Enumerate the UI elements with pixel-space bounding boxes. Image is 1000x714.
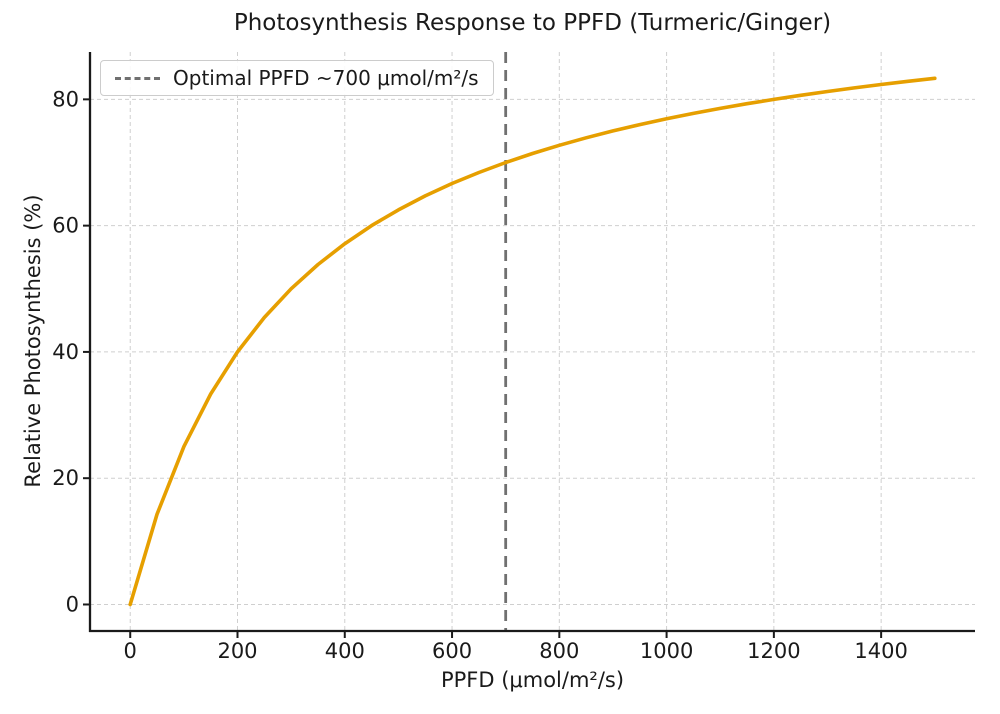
legend-label: Optimal PPFD ~700 μmol/m²/s	[173, 66, 479, 90]
legend: Optimal PPFD ~700 μmol/m²/s	[100, 60, 494, 96]
y-tick-label: 40	[52, 340, 79, 364]
y-axis-label: Relative Photosynthesis (%)	[21, 194, 45, 488]
x-tick-label: 400	[325, 639, 365, 663]
x-tick-label: 600	[432, 639, 472, 663]
series-relative-photosynthesis	[128, 76, 937, 607]
chart-title: Photosynthesis Response to PPFD (Turmeri…	[233, 10, 832, 36]
y-tick-label: 60	[52, 214, 79, 238]
x-tick-label: 800	[539, 639, 579, 663]
x-tick-label: 1200	[747, 639, 800, 663]
x-tick-label: 200	[217, 639, 257, 663]
x-axis-label: PPFD (μmol/m²/s)	[440, 668, 625, 692]
y-tick-label: 80	[52, 87, 79, 111]
dashed-line-icon	[115, 76, 160, 80]
y-tick-label: 0	[66, 592, 79, 616]
y-tick-label: 20	[52, 466, 79, 490]
x-tick-label: 1400	[854, 639, 907, 663]
x-tick-label: 1000	[640, 639, 693, 663]
x-tick-label: 0	[124, 639, 137, 663]
